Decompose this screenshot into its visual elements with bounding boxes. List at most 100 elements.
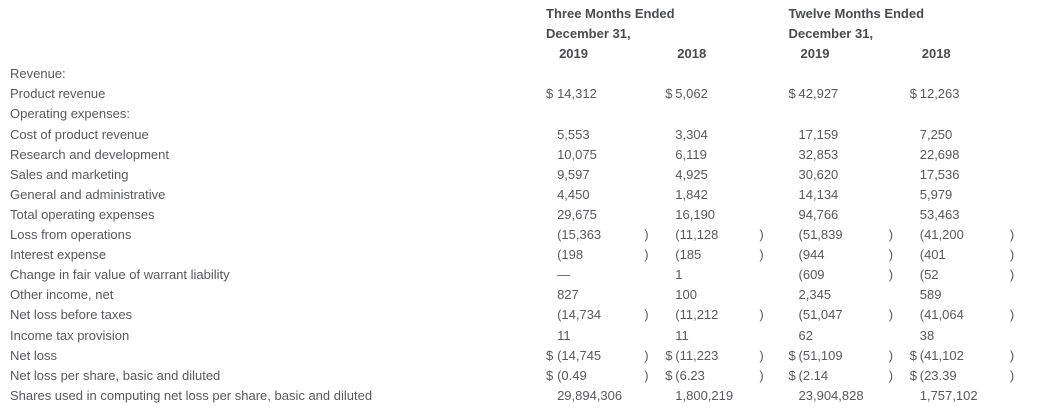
- period-title-twelve-months: Twelve Months Ended: [788, 6, 925, 21]
- value-cell: (41,200: [919, 227, 964, 243]
- paren-cell: ): [644, 367, 649, 383]
- value-cell: 94,766: [798, 206, 839, 222]
- dollar-sign-cell: [665, 185, 675, 205]
- value-cell: 6,119: [675, 146, 707, 162]
- paren-cell: [644, 145, 665, 165]
- value-cell: (51,839: [798, 227, 843, 243]
- dollar-sign-cell: [546, 165, 557, 185]
- dollar-sign-cell: $: [546, 367, 554, 383]
- dollar-sign-cell: [910, 165, 920, 185]
- dollar-sign-cell: [665, 285, 675, 305]
- dollar-sign-cell: [789, 205, 799, 225]
- value-cell: 32,853: [798, 146, 839, 162]
- dollar-sign-cell: [546, 125, 557, 145]
- dollar-sign-cell: [546, 225, 557, 245]
- paren-cell: [644, 165, 665, 185]
- value-cell: 17,159: [798, 126, 839, 142]
- value-cell: 5,062: [675, 86, 708, 102]
- value-cell: 1: [675, 267, 683, 283]
- value-cell: 12,263: [919, 86, 960, 102]
- dollar-sign-cell: [665, 64, 675, 84]
- paren-cell: [889, 326, 910, 346]
- paren-cell: [759, 125, 788, 145]
- row-label: Research and development: [10, 146, 169, 162]
- value-cell: (51,047: [798, 307, 843, 323]
- dollar-sign-cell: [910, 326, 920, 346]
- dollar-sign-cell: [789, 285, 799, 305]
- dollar-sign-cell: [789, 265, 799, 285]
- dollar-sign-cell: $: [665, 347, 673, 363]
- row-label: Income tax provision: [10, 327, 130, 343]
- dollar-sign-cell: [546, 326, 557, 346]
- dollar-sign-cell: [910, 305, 920, 325]
- period-subtitle-three-months: December 31,: [546, 26, 631, 42]
- dollar-sign-cell: [789, 185, 799, 205]
- row-label: Other income, net: [10, 287, 114, 303]
- row-label: Net loss before taxes: [10, 307, 133, 323]
- dollar-sign-cell: [910, 285, 920, 305]
- value-cell: 2,345: [798, 287, 832, 303]
- dollar-sign-cell: [546, 265, 557, 285]
- row-label: Revenue:: [10, 66, 66, 82]
- paren-cell: [644, 326, 665, 346]
- dollar-sign-cell: [789, 225, 799, 245]
- value-cell: 10,075: [557, 146, 597, 162]
- dollar-sign-cell: [665, 245, 675, 265]
- dollar-sign-cell: [789, 125, 799, 145]
- dollar-sign-cell: [546, 104, 557, 124]
- paren-cell: [759, 165, 788, 185]
- row-label: Shares used in computing net loss per sh…: [10, 387, 373, 403]
- value-cell: (51,109: [798, 347, 843, 363]
- paren-cell: ): [1009, 247, 1015, 263]
- header-spacer: [644, 44, 665, 64]
- value-cell: (23.39: [919, 367, 957, 383]
- value-cell: (11,212: [675, 307, 719, 323]
- paren-cell: ): [759, 307, 764, 323]
- paren-cell: ): [644, 247, 649, 263]
- paren-cell: [1010, 125, 1022, 145]
- financial-statement-sheet: Three Months Ended Twelve Months Ended D…: [0, 4, 1022, 406]
- value-cell: 29,894,306: [557, 387, 623, 403]
- dollar-sign-cell: [665, 145, 675, 165]
- dollar-sign-cell: [546, 64, 557, 84]
- value-cell: 29,675: [557, 206, 597, 222]
- paren-cell: [889, 285, 910, 305]
- dollar-sign-cell: [546, 285, 557, 305]
- dollar-sign-cell: $: [788, 86, 796, 102]
- value-cell: 827: [557, 287, 579, 303]
- table-row: Change in fair value of warrant liabilit…: [0, 265, 1022, 285]
- paren-cell: [759, 285, 788, 305]
- dollar-sign-cell: [665, 205, 675, 225]
- dollar-sign-cell: [665, 225, 675, 245]
- paren-cell: [759, 145, 788, 165]
- header-spacer: [665, 44, 675, 64]
- dollar-sign-cell: [910, 265, 920, 285]
- year-header-three-months-2018: 2018: [677, 46, 707, 62]
- header-spacer: [0, 44, 546, 64]
- table-row: Loss from operations (15,363 ) (11,128 )…: [0, 225, 1022, 245]
- period-subtitle-twelve-months: December 31,: [788, 26, 874, 42]
- value-cell: 4,450: [557, 186, 590, 202]
- paren-cell: [1010, 104, 1022, 124]
- paren-cell: [759, 326, 788, 346]
- paren-cell: ): [759, 347, 764, 363]
- paren-cell: [889, 386, 910, 406]
- table-header: Three Months Ended Twelve Months Ended D…: [0, 4, 1022, 64]
- value-cell: [675, 64, 759, 84]
- paren-cell: ): [1009, 227, 1015, 243]
- header-spacer: [546, 44, 557, 64]
- table-row: Net loss per share, basic and diluted $ …: [0, 366, 1022, 386]
- value-cell: 11: [675, 327, 689, 343]
- paren-cell: [644, 265, 665, 285]
- row-label: Operating expenses:: [10, 106, 130, 122]
- paren-cell: ): [759, 227, 764, 243]
- table-row: Product revenue $ 14,312 $ 5,062 $ 42,92…: [0, 84, 1022, 104]
- paren-cell: [644, 386, 665, 406]
- paren-cell: ): [644, 227, 649, 243]
- value-cell: 7,250: [919, 126, 953, 142]
- dollar-sign-cell: $: [788, 367, 796, 383]
- paren-cell: ): [888, 347, 894, 363]
- value-cell: 9,597: [557, 166, 590, 182]
- row-label: Total operating expenses: [10, 206, 155, 222]
- header-spacer: [0, 24, 546, 44]
